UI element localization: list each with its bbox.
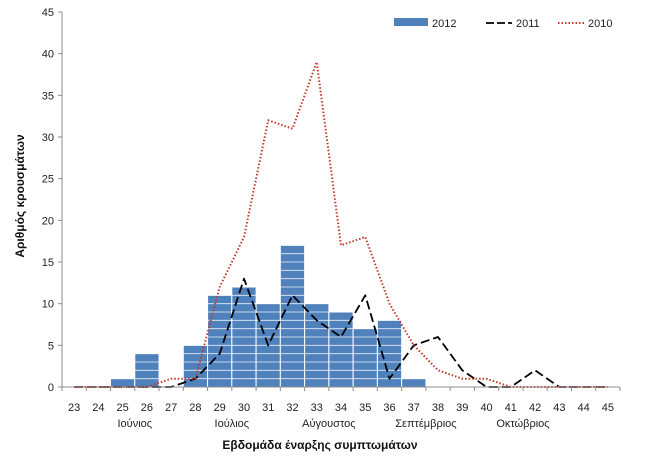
- bar-2012-week-35: [352, 328, 378, 388]
- bar-series-2012: [110, 244, 427, 388]
- x-tick-label-week-37: 37: [408, 402, 420, 414]
- bar-fill: [183, 345, 208, 387]
- bar-fill: [110, 378, 135, 387]
- x-tick-label-week-42: 42: [529, 402, 541, 414]
- x-tick-label-week-38: 38: [432, 402, 444, 414]
- bar-2012-week-34: [328, 311, 354, 388]
- x-axis-title: Εβδομάδα έναρξης συμπτωμάτων: [222, 438, 418, 452]
- y-tick-label: 20: [42, 215, 54, 227]
- legend-label: 2010: [588, 18, 612, 30]
- x-tick-label-week-36: 36: [383, 402, 395, 414]
- y-tick-label: 10: [42, 299, 54, 311]
- bar-2012-week-32: [279, 244, 306, 388]
- bar-2012-week-26: [134, 353, 160, 388]
- x-tick-label-week-32: 32: [286, 402, 298, 414]
- month-label: Ιούνιος: [118, 418, 153, 430]
- bar-2012-week-29: [207, 294, 233, 388]
- bar-2012-week-37: [401, 378, 427, 388]
- y-axis-ticks: 0 5 10 15 20 25 30 35 40 45: [42, 7, 62, 394]
- x-tick-label-week-41: 41: [505, 402, 517, 414]
- legend-label: 2011: [516, 18, 540, 30]
- bar-2012-week-25: [110, 378, 136, 388]
- x-tick-label-week-27: 27: [165, 402, 177, 414]
- month-label: Ιούλιος: [215, 418, 250, 430]
- legend-item-2011: 2011: [486, 18, 540, 30]
- x-tick-label-week-24: 24: [92, 402, 104, 414]
- y-tick-label: 0: [48, 382, 54, 394]
- x-tick-label-week-25: 25: [117, 402, 129, 414]
- bar-fill: [353, 328, 378, 387]
- legend-swatch-bar: [394, 18, 428, 26]
- x-tick-label-week-35: 35: [359, 402, 371, 414]
- x-tick-label-week-30: 30: [238, 402, 250, 414]
- legend: 2012 2011 2010: [394, 18, 612, 30]
- legend-item-2012: 2012: [394, 18, 456, 30]
- x-tick-label-week-39: 39: [456, 402, 468, 414]
- x-axis-ticks: 23 24 25 26 27 28 29 30 31 32 33 34 35 36 37 38 39 40 41 42…: [61, 387, 621, 414]
- month-label: Οκτώβριος: [496, 418, 549, 430]
- x-tick-label-week-44: 44: [577, 402, 589, 414]
- month-label: Αύγουστος: [302, 418, 355, 430]
- y-tick-label: 15: [42, 257, 54, 269]
- month-labels: Ιούνιος Ιούλιος Αύγουστος Σεπτέμβριος Οκτώβρ…: [118, 418, 550, 430]
- x-tick-label-week-34: 34: [335, 402, 347, 414]
- y-tick-label: 35: [42, 90, 54, 102]
- x-tick-label-week-23: 23: [68, 402, 80, 414]
- x-tick-label-week-28: 28: [189, 402, 201, 414]
- bar-fill: [401, 378, 426, 387]
- y-tick-label: 25: [42, 174, 54, 186]
- y-tick-label: 45: [42, 7, 54, 19]
- x-tick-label-week-43: 43: [553, 402, 565, 414]
- y-axis-title: Αριθμός κρουσμάτων: [13, 134, 27, 258]
- x-tick-label-week-40: 40: [480, 402, 492, 414]
- legend-item-2010: 2010: [558, 18, 612, 30]
- x-tick-label-week-45: 45: [602, 402, 614, 414]
- legend-label: 2012: [432, 18, 456, 30]
- y-tick-label: 5: [48, 340, 54, 352]
- bar-fill: [207, 295, 232, 387]
- y-tick-label: 40: [42, 49, 54, 61]
- line-series: [74, 61, 608, 388]
- bar-fill: [280, 245, 305, 387]
- axes: [61, 12, 620, 388]
- month-label: Σεπτέμβριος: [395, 418, 456, 430]
- x-tick-label-week-26: 26: [141, 402, 153, 414]
- line-series-2011: [74, 277, 608, 388]
- bar-2012-week-33: [304, 303, 330, 388]
- y-tick-label: 30: [42, 132, 54, 144]
- bar-2012-week-28: [182, 344, 209, 388]
- x-tick-label-week-29: 29: [214, 402, 226, 414]
- bar-fill: [328, 312, 354, 387]
- x-tick-label-week-31: 31: [262, 402, 274, 414]
- x-tick-label-week-33: 33: [311, 402, 323, 414]
